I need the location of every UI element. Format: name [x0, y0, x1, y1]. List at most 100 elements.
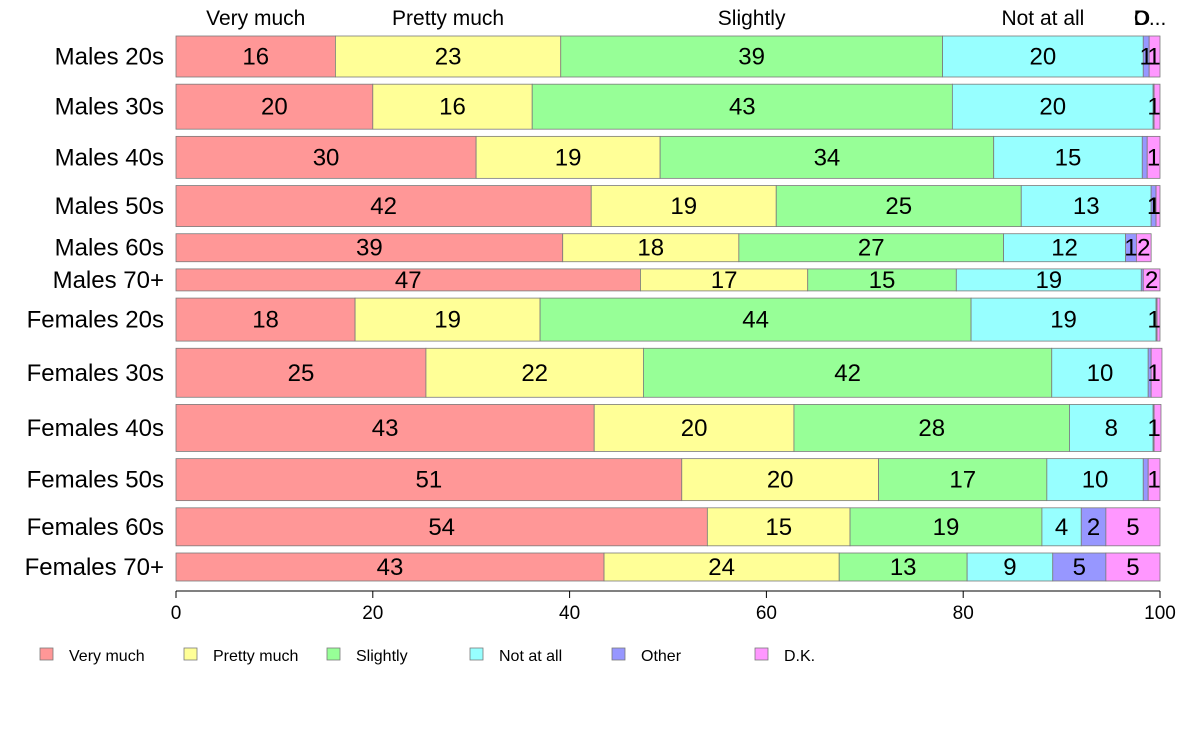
value-label-males-30s-d-k: 1	[1147, 94, 1160, 121]
bar-females-70-pretty-much	[603, 552, 840, 582]
category-label-females-40s: Females 40s	[27, 415, 164, 442]
legend: Very much Pretty much Slightly Not at all Ot…	[39, 647, 815, 665]
top-label-very-much: Very much	[206, 7, 305, 30]
value-label-males-60s-other: 1	[1124, 235, 1137, 262]
value-label-females-50s-slightly: 17	[949, 467, 976, 494]
value-label-females-30s-pretty-much: 22	[521, 360, 548, 387]
x-tick-label-40: 40	[559, 603, 580, 624]
bar-females-40s-d-k	[1153, 404, 1162, 452]
value-label-females-30s-slightly: 42	[834, 360, 861, 387]
bar-males-60s-d-k	[1135, 233, 1152, 263]
top-label-slightly: Slightly	[718, 7, 786, 30]
bar-males-50s-slightly	[775, 185, 1022, 227]
value-label-females-30s-very-much: 25	[288, 360, 315, 387]
bar-males-50s-not-at-all	[1020, 185, 1152, 227]
bar-females-70-not-at-all	[966, 552, 1054, 582]
top-series-labels: Very much Pretty much Slightly Not at all OD…	[206, 7, 1166, 30]
value-label-females-50s-very-much: 51	[416, 467, 443, 494]
bar-males-20s-pretty-much	[335, 35, 562, 78]
bar-females-20s-pretty-much	[354, 297, 541, 342]
value-label-males-50s-slightly: 25	[885, 193, 912, 220]
x-tick-label-80: 80	[953, 603, 974, 624]
value-label-males-70-d-k: 2	[1145, 267, 1158, 294]
bar-males-50s-d-k	[1155, 185, 1161, 227]
value-label-males-20s-other: 1	[1140, 44, 1153, 71]
bar-males-40s-very-much	[175, 135, 477, 179]
legend-label-pretty-much: Pretty much	[213, 648, 298, 665]
value-label-males-30s-pretty-much: 16	[439, 94, 466, 121]
value-label-females-60s-pretty-much: 15	[765, 514, 792, 541]
x-tick-label-0: 0	[171, 603, 182, 624]
top-label-other: O	[1134, 7, 1150, 30]
value-label-males-20s-slightly: 39	[738, 44, 765, 71]
category-label-females-30s: Females 30s	[27, 360, 164, 387]
value-label-females-50s-pretty-much: 20	[767, 467, 794, 494]
bar-males-30s-very-much	[175, 83, 374, 130]
category-label-females-50s: Females 50s	[27, 467, 164, 494]
value-label-females-20s-very-much: 18	[252, 307, 279, 334]
value-label-females-40s-slightly: 28	[918, 415, 945, 442]
value-label-females-60s-very-much: 54	[428, 514, 455, 541]
value-label-females-40s-d-k: 1	[1147, 415, 1160, 442]
legend-swatch-pretty-much	[183, 647, 198, 661]
value-label-males-40s-pretty-much: 19	[555, 144, 582, 171]
bar-females-50s-slightly	[878, 458, 1048, 502]
value-label-females-70-other: 5	[1073, 554, 1086, 581]
value-label-males-50s-d-k: 1	[1147, 193, 1160, 220]
bar-males-40s-pretty-much	[475, 135, 661, 179]
legend-label-other: Other	[641, 648, 682, 665]
bar-females-60s-pretty-much	[706, 507, 851, 547]
value-label-females-20s-slightly: 44	[742, 307, 769, 334]
bar-females-60s-other	[1080, 507, 1107, 547]
bar-females-40s-slightly	[793, 404, 1070, 452]
x-tick-label-60: 60	[756, 603, 777, 624]
category-labels: Males 20s Males 30s Males 40s Males 50s Male…	[25, 44, 164, 582]
value-label-males-50s-other: 1	[1147, 193, 1160, 220]
value-label-females-40s-very-much: 43	[372, 415, 399, 442]
legend-swatch-not-at-all	[469, 647, 484, 661]
bar-females-30s-pretty-much	[425, 347, 644, 398]
bar-females-70-d-k	[1105, 552, 1161, 582]
value-label-females-20s-d-k: 1	[1147, 307, 1160, 334]
value-label-females-40s-not-at-all: 8	[1105, 415, 1118, 442]
legend-label-d-k: D.K.	[784, 648, 815, 665]
bar-females-60s-slightly	[849, 507, 1043, 547]
bar-males-40s-d-k	[1146, 135, 1161, 179]
value-label-males-70-pretty-much: 17	[711, 267, 738, 294]
category-label-males-40s: Males 40s	[55, 144, 164, 171]
value-label-females-60s-not-at-all: 4	[1055, 514, 1068, 541]
bar-females-40s-pretty-much	[593, 404, 795, 452]
value-label-males-60s-slightly: 27	[858, 235, 885, 262]
legend-swatch-other	[611, 647, 626, 661]
value-label-males-60s-not-at-all: 12	[1051, 235, 1078, 262]
value-label-males-20s-pretty-much: 23	[435, 44, 462, 71]
top-label-pretty-much: Pretty much	[392, 7, 504, 30]
bar-females-50s-d-k	[1147, 458, 1161, 502]
value-label-males-70-slightly: 15	[869, 267, 896, 294]
value-label-females-70-very-much: 43	[377, 554, 404, 581]
top-label-not-at-all: Not at all	[1001, 7, 1084, 30]
bar-females-60s-not-at-all	[1041, 507, 1082, 547]
bar-females-50s-very-much	[175, 458, 683, 502]
bar-females-30s-very-much	[175, 347, 427, 398]
bar-males-30s-pretty-much	[372, 83, 533, 130]
value-label-females-30s-d-k: 1	[1147, 360, 1160, 387]
value-label-females-70-slightly: 13	[890, 554, 917, 581]
bar-females-20s-very-much	[175, 297, 356, 342]
legend-swatch-d-k	[754, 647, 769, 661]
value-label-males-20s-not-at-all: 20	[1030, 44, 1057, 71]
value-label-males-40s-not-at-all: 15	[1055, 144, 1082, 171]
value-label-males-40s-slightly: 34	[814, 144, 841, 171]
category-label-males-20s: Males 20s	[55, 44, 164, 71]
category-label-males-30s: Males 30s	[55, 94, 164, 121]
top-label-d-k: D...	[1134, 7, 1167, 30]
bar-males-60s-not-at-all	[1003, 233, 1126, 263]
value-label-males-30s-slightly: 43	[729, 94, 756, 121]
value-label-females-50s-not-at-all: 10	[1082, 467, 1109, 494]
value-label-females-20s-pretty-much: 19	[434, 307, 461, 334]
category-label-females-20s: Females 20s	[27, 307, 164, 334]
x-tick-label-100: 100	[1144, 603, 1176, 624]
bar-females-30s-d-k	[1150, 347, 1163, 398]
category-label-females-70: Females 70+	[25, 554, 164, 581]
